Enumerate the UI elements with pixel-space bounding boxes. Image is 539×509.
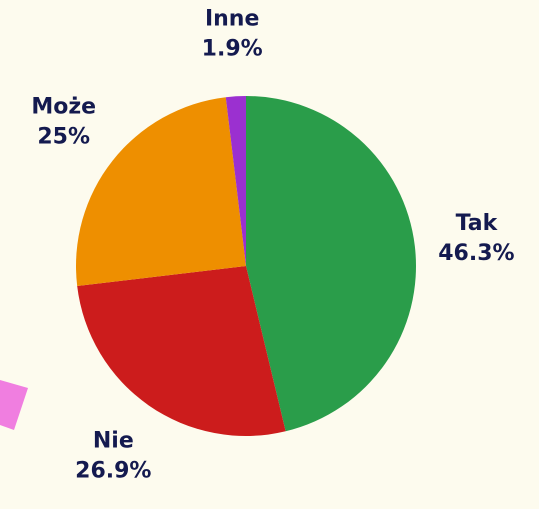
decoration — [0, 380, 28, 430]
pie-slice — [77, 266, 286, 436]
pie-slice — [76, 97, 247, 286]
slice-value: 26.9% — [75, 458, 151, 483]
slice-value: 1.9% — [202, 36, 263, 61]
slice-name: Inne — [205, 6, 259, 31]
slice-value: 46.3% — [438, 241, 514, 266]
slice-name: Nie — [93, 428, 134, 453]
pie-slice — [225, 96, 246, 266]
slice-name: Tak — [456, 211, 499, 236]
pie-slice — [246, 96, 417, 432]
slice-name: Może — [31, 94, 96, 119]
slice-value: 25% — [37, 124, 90, 149]
